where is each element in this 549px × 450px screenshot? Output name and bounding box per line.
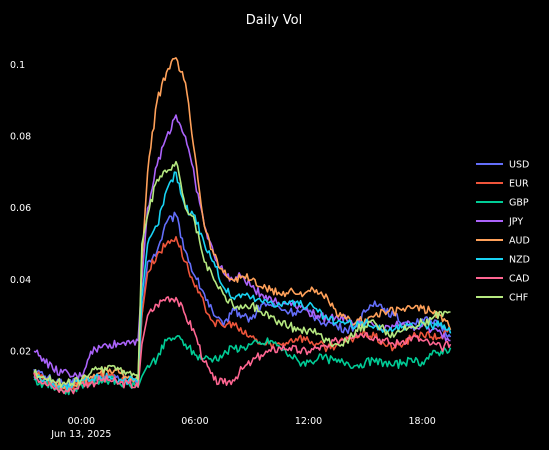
legend-item-cad[interactable]: CAD [476, 274, 529, 285]
chart-title: Daily Vol [246, 13, 302, 28]
legend[interactable]: USD EUR GBP JPY AUD NZD CAD CHF [476, 160, 530, 304]
y-tick-label: 0.1 [10, 60, 25, 71]
legend-item-aud[interactable]: AUD [476, 236, 530, 247]
series-line-chf [33, 160, 451, 388]
legend-label: USD [509, 160, 529, 171]
x-tick-label: 12:00 [295, 416, 322, 427]
legend-item-usd[interactable]: USD [476, 160, 529, 171]
series-line-gbp [33, 335, 452, 396]
legend-label: GBP [509, 198, 529, 209]
legend-item-nzd[interactable]: NZD [476, 255, 530, 266]
legend-label: CHF [509, 293, 528, 304]
legend-label: NZD [509, 255, 530, 266]
x-tick-label: 00:00 [68, 416, 95, 427]
series-lines [33, 57, 452, 396]
legend-item-chf[interactable]: CHF [476, 293, 528, 304]
legend-item-gbp[interactable]: GBP [476, 198, 529, 209]
series-line-nzd [33, 171, 452, 391]
x-axis-ticks: 00:00 Jun 13, 2025 06:00 12:00 18:00 [50, 416, 436, 440]
legend-label: EUR [509, 179, 529, 190]
y-tick-label: 0.04 [10, 275, 31, 286]
x-tick-sublabel: Jun 13, 2025 [50, 429, 111, 440]
y-tick-label: 0.08 [10, 132, 31, 143]
x-tick-label: 06:00 [181, 416, 208, 427]
series-line-usd [33, 211, 452, 388]
legend-item-jpy[interactable]: JPY [476, 217, 523, 228]
x-tick-label: 18:00 [408, 416, 435, 427]
y-tick-label: 0.02 [10, 346, 31, 357]
y-tick-label: 0.06 [10, 203, 31, 214]
legend-label: JPY [508, 217, 523, 228]
legend-label: CAD [509, 274, 529, 285]
series-line-cad [33, 296, 452, 395]
series-line-aud [33, 57, 452, 393]
legend-item-eur[interactable]: EUR [476, 179, 529, 190]
y-axis-ticks: 0.02 0.04 0.06 0.08 0.1 [10, 60, 31, 357]
legend-label: AUD [509, 236, 530, 247]
